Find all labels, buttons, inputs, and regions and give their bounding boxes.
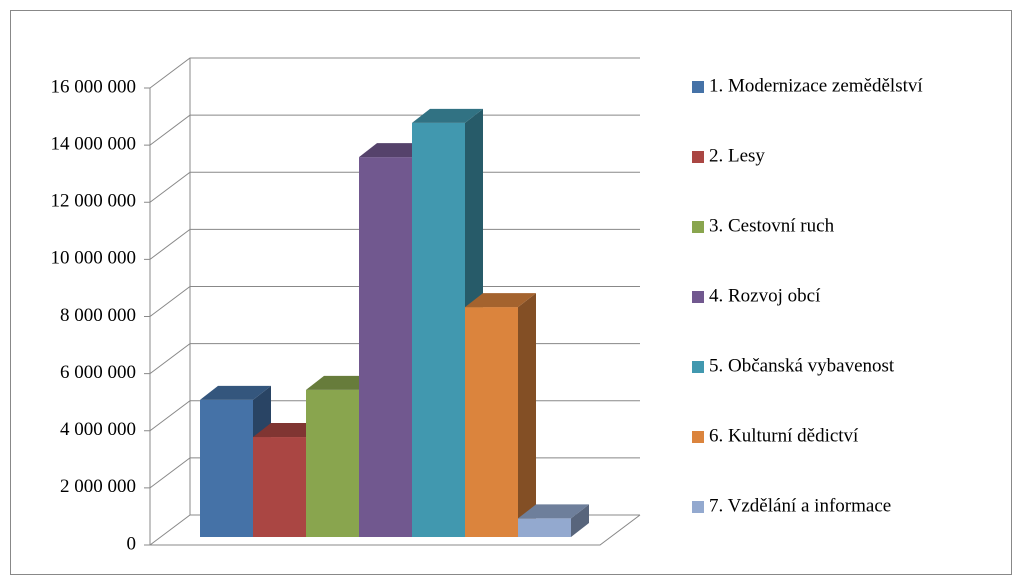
bar-top xyxy=(200,385,271,400)
legend-swatch xyxy=(692,361,704,373)
y-tick-label: 0 xyxy=(127,533,137,554)
y-tick-label: 8 000 000 xyxy=(60,305,136,326)
bar-top xyxy=(518,504,589,519)
legend-swatch xyxy=(692,151,704,163)
bar xyxy=(200,399,253,537)
y-tick-label: 6 000 000 xyxy=(60,362,136,383)
grid-line xyxy=(149,228,640,260)
y-tick-label: 14 000 000 xyxy=(51,133,137,154)
y-tick-label: 10 000 000 xyxy=(51,248,137,269)
y-tick-label: 2 000 000 xyxy=(60,476,136,497)
grid-line xyxy=(149,114,640,146)
legend-label: 3. Cestovní ruch xyxy=(709,215,835,236)
legend-label: 5. Občanská vybavenost xyxy=(709,355,895,376)
bar-top xyxy=(412,108,483,123)
legend-swatch xyxy=(692,431,704,443)
bar-top xyxy=(465,293,536,308)
bar-side xyxy=(518,293,536,537)
legend-label: 6. Kulturní dědictví xyxy=(709,425,859,446)
bar xyxy=(359,157,412,537)
legend-label: 2. Lesy xyxy=(709,145,765,166)
legend-swatch xyxy=(692,291,704,303)
bar xyxy=(306,389,359,537)
legend-label: 1. Modernizace zemědělství xyxy=(709,75,923,96)
grid-line xyxy=(149,171,640,203)
y-tick-label: 16 000 000 xyxy=(51,76,137,97)
legend-swatch xyxy=(692,221,704,233)
bar xyxy=(412,122,465,537)
legend-swatch xyxy=(692,501,704,513)
bar-side xyxy=(571,504,589,537)
floor xyxy=(150,514,641,546)
grid-line xyxy=(149,286,640,317)
bar xyxy=(465,307,518,537)
bar xyxy=(518,518,571,537)
grid-line xyxy=(149,57,640,89)
legend-label: 7. Vzdělání a informace xyxy=(709,495,891,516)
bar xyxy=(253,437,306,537)
legend-swatch xyxy=(692,81,704,93)
legend-label: 4. Rozvoj obcí xyxy=(709,285,821,306)
y-tick-label: 12 000 000 xyxy=(51,191,137,212)
y-tick-label: 4 000 000 xyxy=(60,419,136,440)
